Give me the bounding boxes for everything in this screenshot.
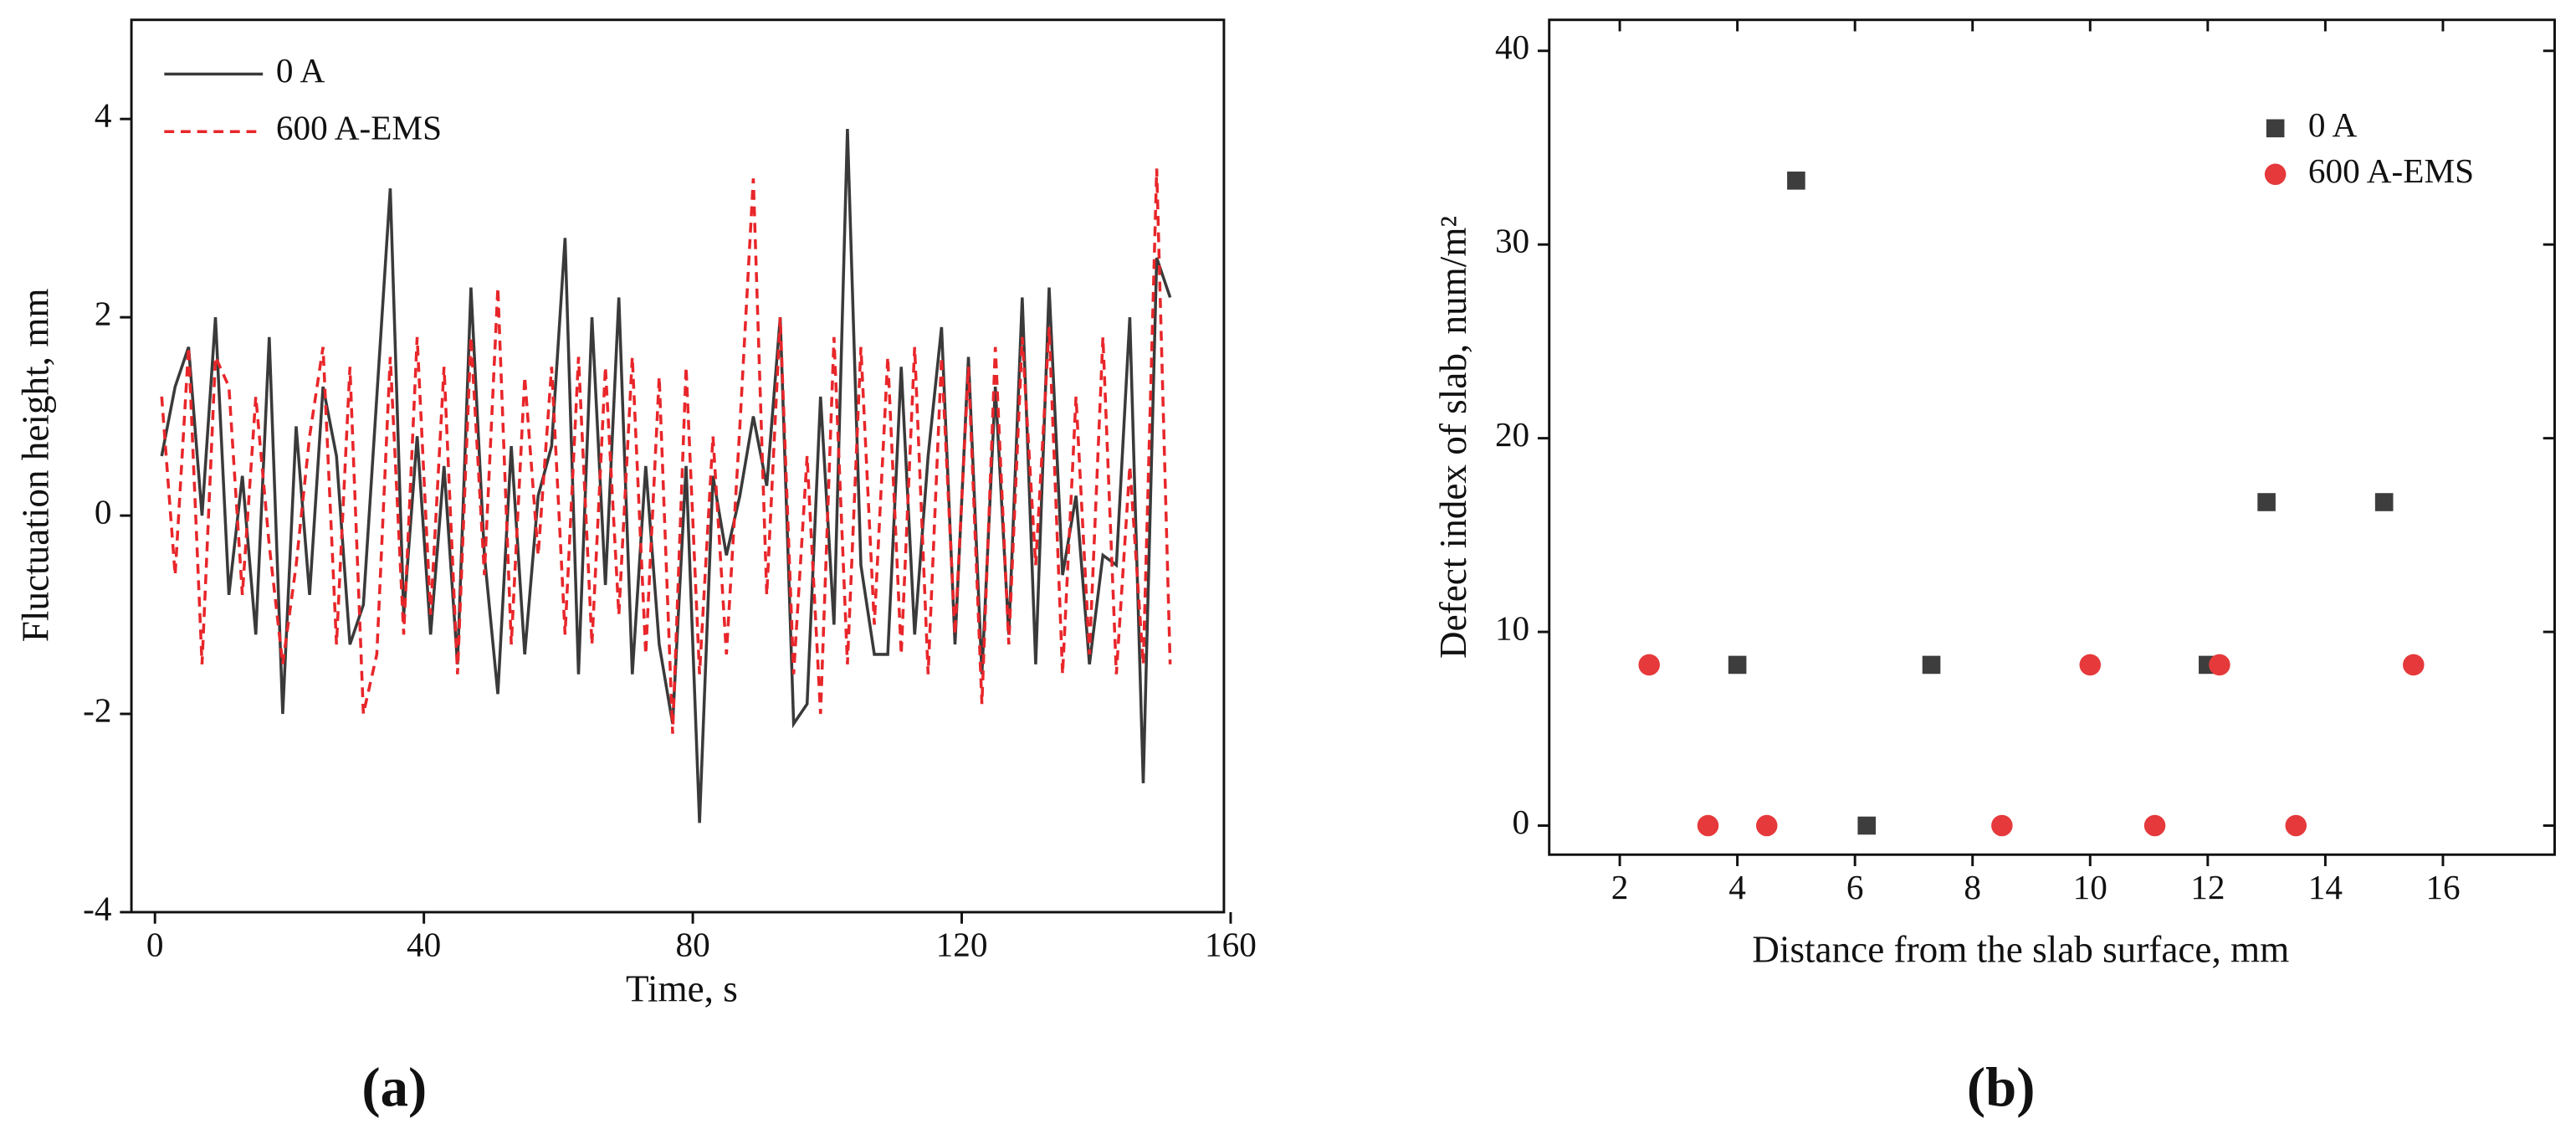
y-tick-label: 40: [1495, 28, 1529, 66]
y-axis-title: Defect index of slab, num/m²: [1432, 216, 1474, 659]
x-axis-title: Distance from the slab surface, mm: [1752, 928, 2289, 970]
x-tick-label: 4: [1728, 868, 1746, 906]
x-tick-label: 0: [146, 926, 164, 964]
y-tick-label: -2: [83, 690, 111, 729]
point: [1922, 655, 1941, 675]
x-tick-label: 6: [1846, 868, 1864, 906]
x-tick-label: 2: [1611, 868, 1629, 906]
caption: (a): [361, 1057, 427, 1118]
point: [2285, 814, 2307, 837]
point: [1857, 816, 1877, 835]
legend-label: 0 A: [276, 51, 325, 90]
y-axis-title: Fluctuation height, mm: [14, 289, 56, 643]
x-tick-label: 12: [2190, 868, 2225, 906]
y-tick-label: 0: [95, 493, 112, 531]
x-tick-label: 14: [2308, 868, 2343, 906]
data-line: [160, 168, 1172, 734]
point: [1787, 172, 1805, 190]
legend-label: 0 A: [2308, 105, 2358, 144]
x-tick-label: 8: [1964, 868, 1981, 906]
point: [1638, 654, 1660, 676]
x-tick-label: 16: [2425, 868, 2460, 906]
y-tick-label: 30: [1495, 222, 1529, 260]
point: [2374, 493, 2394, 511]
data-line: [160, 128, 1172, 823]
x-tick-label: 160: [1205, 926, 1257, 964]
x-tick-label: 80: [675, 926, 709, 964]
point: [1728, 655, 1747, 675]
x-tick-label: 120: [936, 926, 988, 964]
plot-frame: [130, 18, 1226, 914]
y-tick-label: 2: [95, 295, 112, 333]
legend-label: 600 A-EMS: [2308, 151, 2474, 190]
x-tick-label: 10: [2073, 868, 2107, 906]
caption: (b): [1967, 1057, 2036, 1118]
point: [2403, 654, 2425, 676]
legend-label: 600 A-EMS: [276, 109, 442, 147]
y-tick-label: -4: [83, 889, 111, 927]
point: [1991, 814, 2013, 837]
y-tick-label: 10: [1495, 609, 1529, 648]
x-tick-label: 40: [407, 926, 441, 964]
point: [2257, 493, 2276, 511]
x-axis-title: Time, s: [626, 968, 738, 1010]
point: [2143, 814, 2166, 837]
legend-swatch: [2264, 163, 2287, 186]
plot-frame: [1548, 18, 2556, 856]
point: [1755, 814, 1778, 837]
legend-swatch: [2266, 119, 2285, 138]
point: [1697, 814, 1719, 837]
point: [2079, 654, 2102, 676]
y-tick-label: 4: [95, 96, 112, 135]
y-tick-label: 20: [1495, 415, 1529, 454]
point: [2209, 654, 2230, 676]
y-tick-label: 0: [1513, 803, 1530, 841]
